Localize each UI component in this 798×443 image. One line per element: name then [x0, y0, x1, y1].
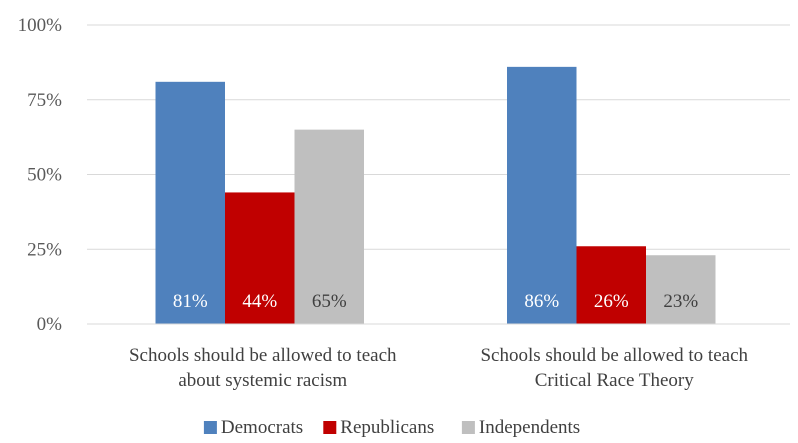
legend-label-republicans: Republicans — [340, 417, 434, 438]
legend-swatch-democrats — [203, 421, 217, 434]
legend-label-independents: Independents — [479, 417, 580, 438]
y-tick-label: 0% — [37, 314, 63, 335]
legend-swatch-republicans — [323, 421, 337, 434]
legend: Democrats Republicans Independents — [203, 417, 580, 438]
data-label-democrats-1: 86% — [524, 291, 559, 312]
bar-independents-1 — [646, 255, 716, 324]
bars — [155, 66, 716, 325]
data-label-democrats-0: 81% — [173, 291, 208, 312]
y-tick-label: 100% — [18, 15, 63, 36]
y-tick-label: 75% — [27, 90, 62, 111]
y-tick-label: 25% — [27, 239, 62, 260]
category-label-1: Schools should be allowed to teach Critic… — [480, 345, 748, 391]
bar-independents-0 — [294, 129, 364, 324]
bar-republicans-0 — [225, 192, 295, 324]
y-tick-label: 50% — [27, 165, 62, 186]
y-axis: 0% 25% 50% 75% 100% — [18, 15, 63, 335]
data-labels: 81% 44% 65% 86% 26% 23% — [173, 291, 699, 312]
data-label-republicans-0: 44% — [242, 291, 277, 312]
category-label-0: Schools should be allowed to teach about … — [129, 345, 397, 391]
legend-swatch-independents — [461, 421, 475, 434]
x-axis: Schools should be allowed to teach about … — [87, 323, 790, 391]
bar-republicans-1 — [576, 246, 646, 324]
bar-democrats-1 — [507, 66, 577, 325]
data-label-independents-0: 65% — [312, 291, 347, 312]
legend-label-democrats: Democrats — [221, 417, 303, 438]
data-label-independents-1: 23% — [663, 291, 698, 312]
bar-democrats-0 — [155, 81, 225, 324]
data-label-republicans-1: 26% — [594, 291, 629, 312]
